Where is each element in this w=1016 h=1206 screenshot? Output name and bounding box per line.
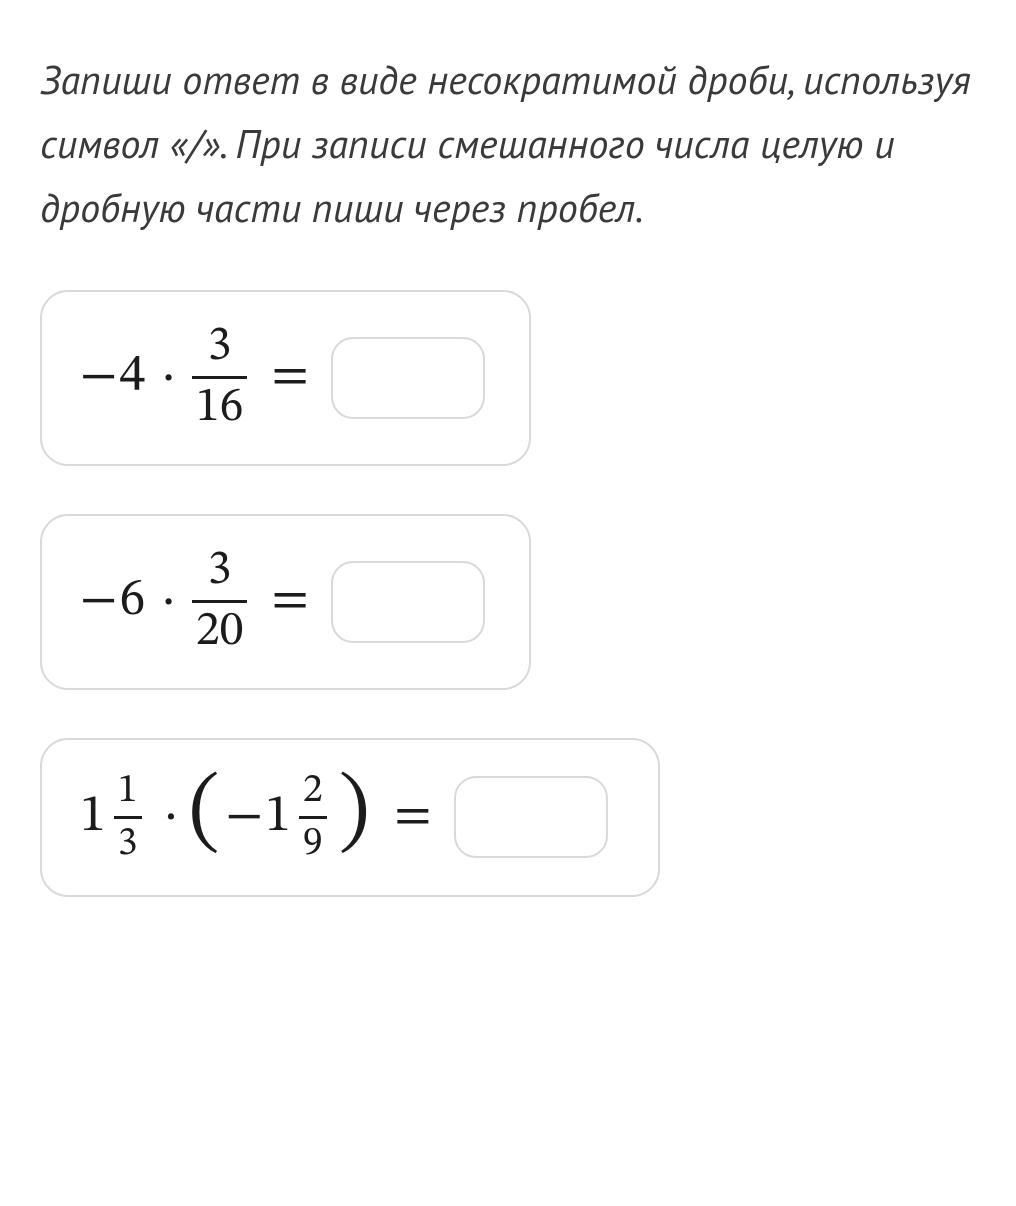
instructions-text: Запиши ответ в виде несократимой дроби, … — [40, 48, 976, 240]
operator-1: · — [161, 352, 176, 404]
operator-2: · — [161, 576, 176, 628]
fraction-2-den: 20 — [192, 607, 248, 657]
problem-card-2: − 6 · 3 20 = — [40, 514, 531, 690]
equals-1: = — [271, 345, 308, 410]
fraction-2: 3 20 — [192, 546, 248, 658]
fraction-2-num: 3 — [204, 546, 236, 596]
answer-input-2[interactable] — [331, 561, 485, 643]
paren-content: − 1 2 9 — [226, 770, 333, 865]
mixed-1-den: 3 — [114, 823, 142, 865]
fraction-1-den: 16 — [192, 383, 248, 433]
answer-input-3[interactable] — [454, 776, 608, 858]
problem-card-1: − 4 · 3 16 = — [40, 290, 531, 466]
answer-input-1[interactable] — [331, 337, 485, 419]
equation-2: − 6 · 3 20 = — [80, 546, 491, 658]
sign-1: − — [80, 345, 117, 410]
equation-3: 1 1 3 · ( − 1 2 9 — [80, 770, 620, 865]
operator-3: · — [164, 791, 179, 843]
mixed-1-whole: 1 — [80, 785, 106, 850]
mixed-1-bar — [114, 816, 142, 819]
inner-sign: − — [226, 785, 263, 850]
fraction-1-bar — [192, 376, 248, 379]
sign-2: − — [80, 569, 117, 634]
equals-3: = — [394, 785, 431, 850]
fraction-1: 3 16 — [192, 322, 248, 434]
mixed-1-num: 1 — [114, 770, 142, 812]
mixed-2-num: 2 — [299, 770, 327, 812]
equals-2: = — [271, 569, 308, 634]
mixed-2-frac: 2 9 — [299, 770, 327, 865]
problem-card-3: 1 1 3 · ( − 1 2 9 — [40, 738, 660, 897]
mixed-2: 1 2 9 — [265, 770, 333, 865]
equation-1: − 4 · 3 16 = — [80, 322, 491, 434]
fraction-2-bar — [192, 600, 248, 603]
fraction-1-num: 3 — [204, 322, 236, 372]
mixed-2-bar — [299, 816, 327, 819]
page: Запиши ответ в виде несократимой дроби, … — [0, 0, 1016, 1005]
mixed-2-whole: 1 — [265, 785, 291, 850]
paren-close: ) — [339, 778, 370, 848]
integer-2: 6 — [119, 569, 145, 634]
mixed-1: 1 1 3 — [80, 770, 148, 865]
integer-1: 4 — [119, 345, 145, 410]
mixed-2-den: 9 — [299, 823, 327, 865]
mixed-1-frac: 1 3 — [114, 770, 142, 865]
paren-open: ( — [188, 778, 219, 848]
